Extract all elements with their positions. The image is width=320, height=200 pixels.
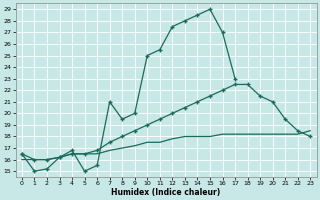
X-axis label: Humidex (Indice chaleur): Humidex (Indice chaleur)	[111, 188, 221, 197]
